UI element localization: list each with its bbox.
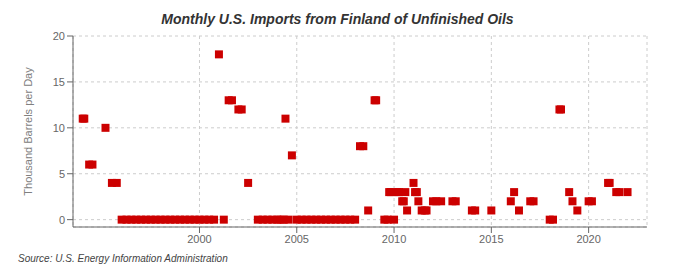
svg-text:20: 20 <box>53 30 65 42</box>
svg-text:2020: 2020 <box>576 233 600 245</box>
svg-text:10: 10 <box>53 122 65 134</box>
svg-text:15: 15 <box>53 76 65 88</box>
svg-text:2000: 2000 <box>187 233 211 245</box>
html-text:Monthly U.S. Imports from Finl: Monthly U.S. Imports from Finland of Unf… <box>161 11 514 27</box>
svg-text:2005: 2005 <box>285 233 309 245</box>
svg-text:Thousand Barrels per Day: Thousand Barrels per Day <box>22 67 34 196</box>
svg-text:0: 0 <box>59 214 65 226</box>
svg-text:5: 5 <box>59 168 65 180</box>
svg-text:2015: 2015 <box>479 233 503 245</box>
svg-text:2010: 2010 <box>382 233 406 245</box>
html-text:Source: U.S. Energy Informatio: Source: U.S. Energy Information Administ… <box>18 253 228 264</box>
